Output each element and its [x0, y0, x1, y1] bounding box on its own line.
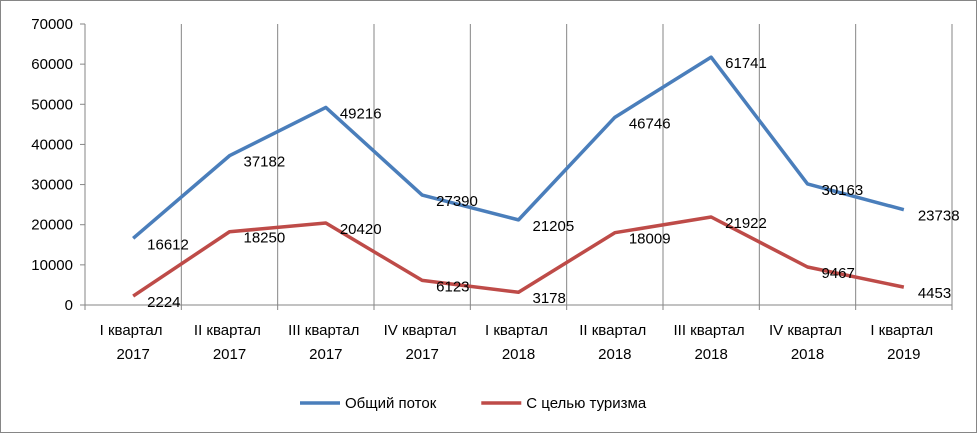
x-tick-label: III квартал 2017: [288, 322, 363, 363]
x-tick-label-line: 2018: [598, 346, 631, 363]
data-label: 61741: [725, 55, 767, 72]
data-label: 23738: [918, 208, 960, 225]
x-tick-label-line: 2018: [502, 346, 535, 363]
data-label: 2224: [147, 294, 180, 311]
x-tick-label: IV квартал 2018: [769, 322, 846, 363]
data-label: 21922: [725, 215, 767, 232]
legend-label: Общий поток: [345, 395, 437, 412]
x-tick-label-line: IV квартал: [769, 322, 846, 339]
x-tick-label: II квартал 2017: [194, 322, 265, 363]
data-label: 3178: [533, 290, 566, 307]
data-label: 46746: [629, 115, 671, 132]
data-label: 9467: [822, 265, 855, 282]
y-tick-label: 40000: [31, 136, 73, 153]
x-tick-label-line: I квартал: [870, 322, 937, 339]
x-tick-label: I квартал 2019: [870, 322, 937, 363]
x-tick-label: I квартал 2017: [100, 322, 167, 363]
x-tick-label-line: 2018: [694, 346, 727, 363]
x-tick-label-line: 2017: [213, 346, 246, 363]
x-tick-label: I квартал 2018: [485, 322, 552, 363]
x-tick-label-line: I квартал: [100, 322, 167, 339]
legend-label: С целью туризма: [526, 395, 647, 412]
y-tick-label: 50000: [31, 96, 73, 113]
x-tick-label: III квартал 2018: [673, 322, 748, 363]
y-tick-label: 10000: [31, 257, 73, 274]
data-label: 16612: [147, 236, 189, 253]
x-tick-label-line: 2017: [116, 346, 149, 363]
data-label: 27390: [436, 193, 478, 210]
x-tick-label-line: IV квартал: [384, 322, 461, 339]
data-label: 49216: [340, 105, 382, 122]
line: [132, 215, 905, 298]
y-tick-label: 60000: [31, 56, 73, 73]
x-tick-label-line: 2017: [405, 346, 438, 363]
data-label: 37182: [244, 154, 286, 171]
data-label: 18009: [629, 231, 671, 248]
x-tick-label-line: 2018: [791, 346, 824, 363]
data-label: 4453: [918, 285, 951, 302]
line: [132, 55, 905, 240]
data-label: 20420: [340, 221, 382, 238]
y-tick-label: 30000: [31, 177, 73, 194]
x-tick-label-line: 2019: [887, 346, 920, 363]
y-tick-label: 0: [65, 297, 73, 314]
x-tick-label-line: I квартал: [485, 322, 552, 339]
x-tick-label-line: II квартал: [579, 322, 650, 339]
x-tick-label-line: II квартал: [194, 322, 265, 339]
data-label: 18250: [244, 230, 286, 247]
x-tick-label-line: III квартал: [288, 322, 363, 339]
x-tick-label: IV квартал 2017: [384, 322, 461, 363]
x-tick-label: II квартал 2018: [579, 322, 650, 363]
data-label: 6123: [436, 278, 469, 295]
y-tick-label: 70000: [31, 16, 73, 33]
y-tick-label: 20000: [31, 217, 73, 234]
data-label: 30163: [822, 182, 864, 199]
x-tick-label-line: III квартал: [673, 322, 748, 339]
data-label: 21205: [533, 218, 575, 235]
x-tick-label-line: 2017: [309, 346, 342, 363]
